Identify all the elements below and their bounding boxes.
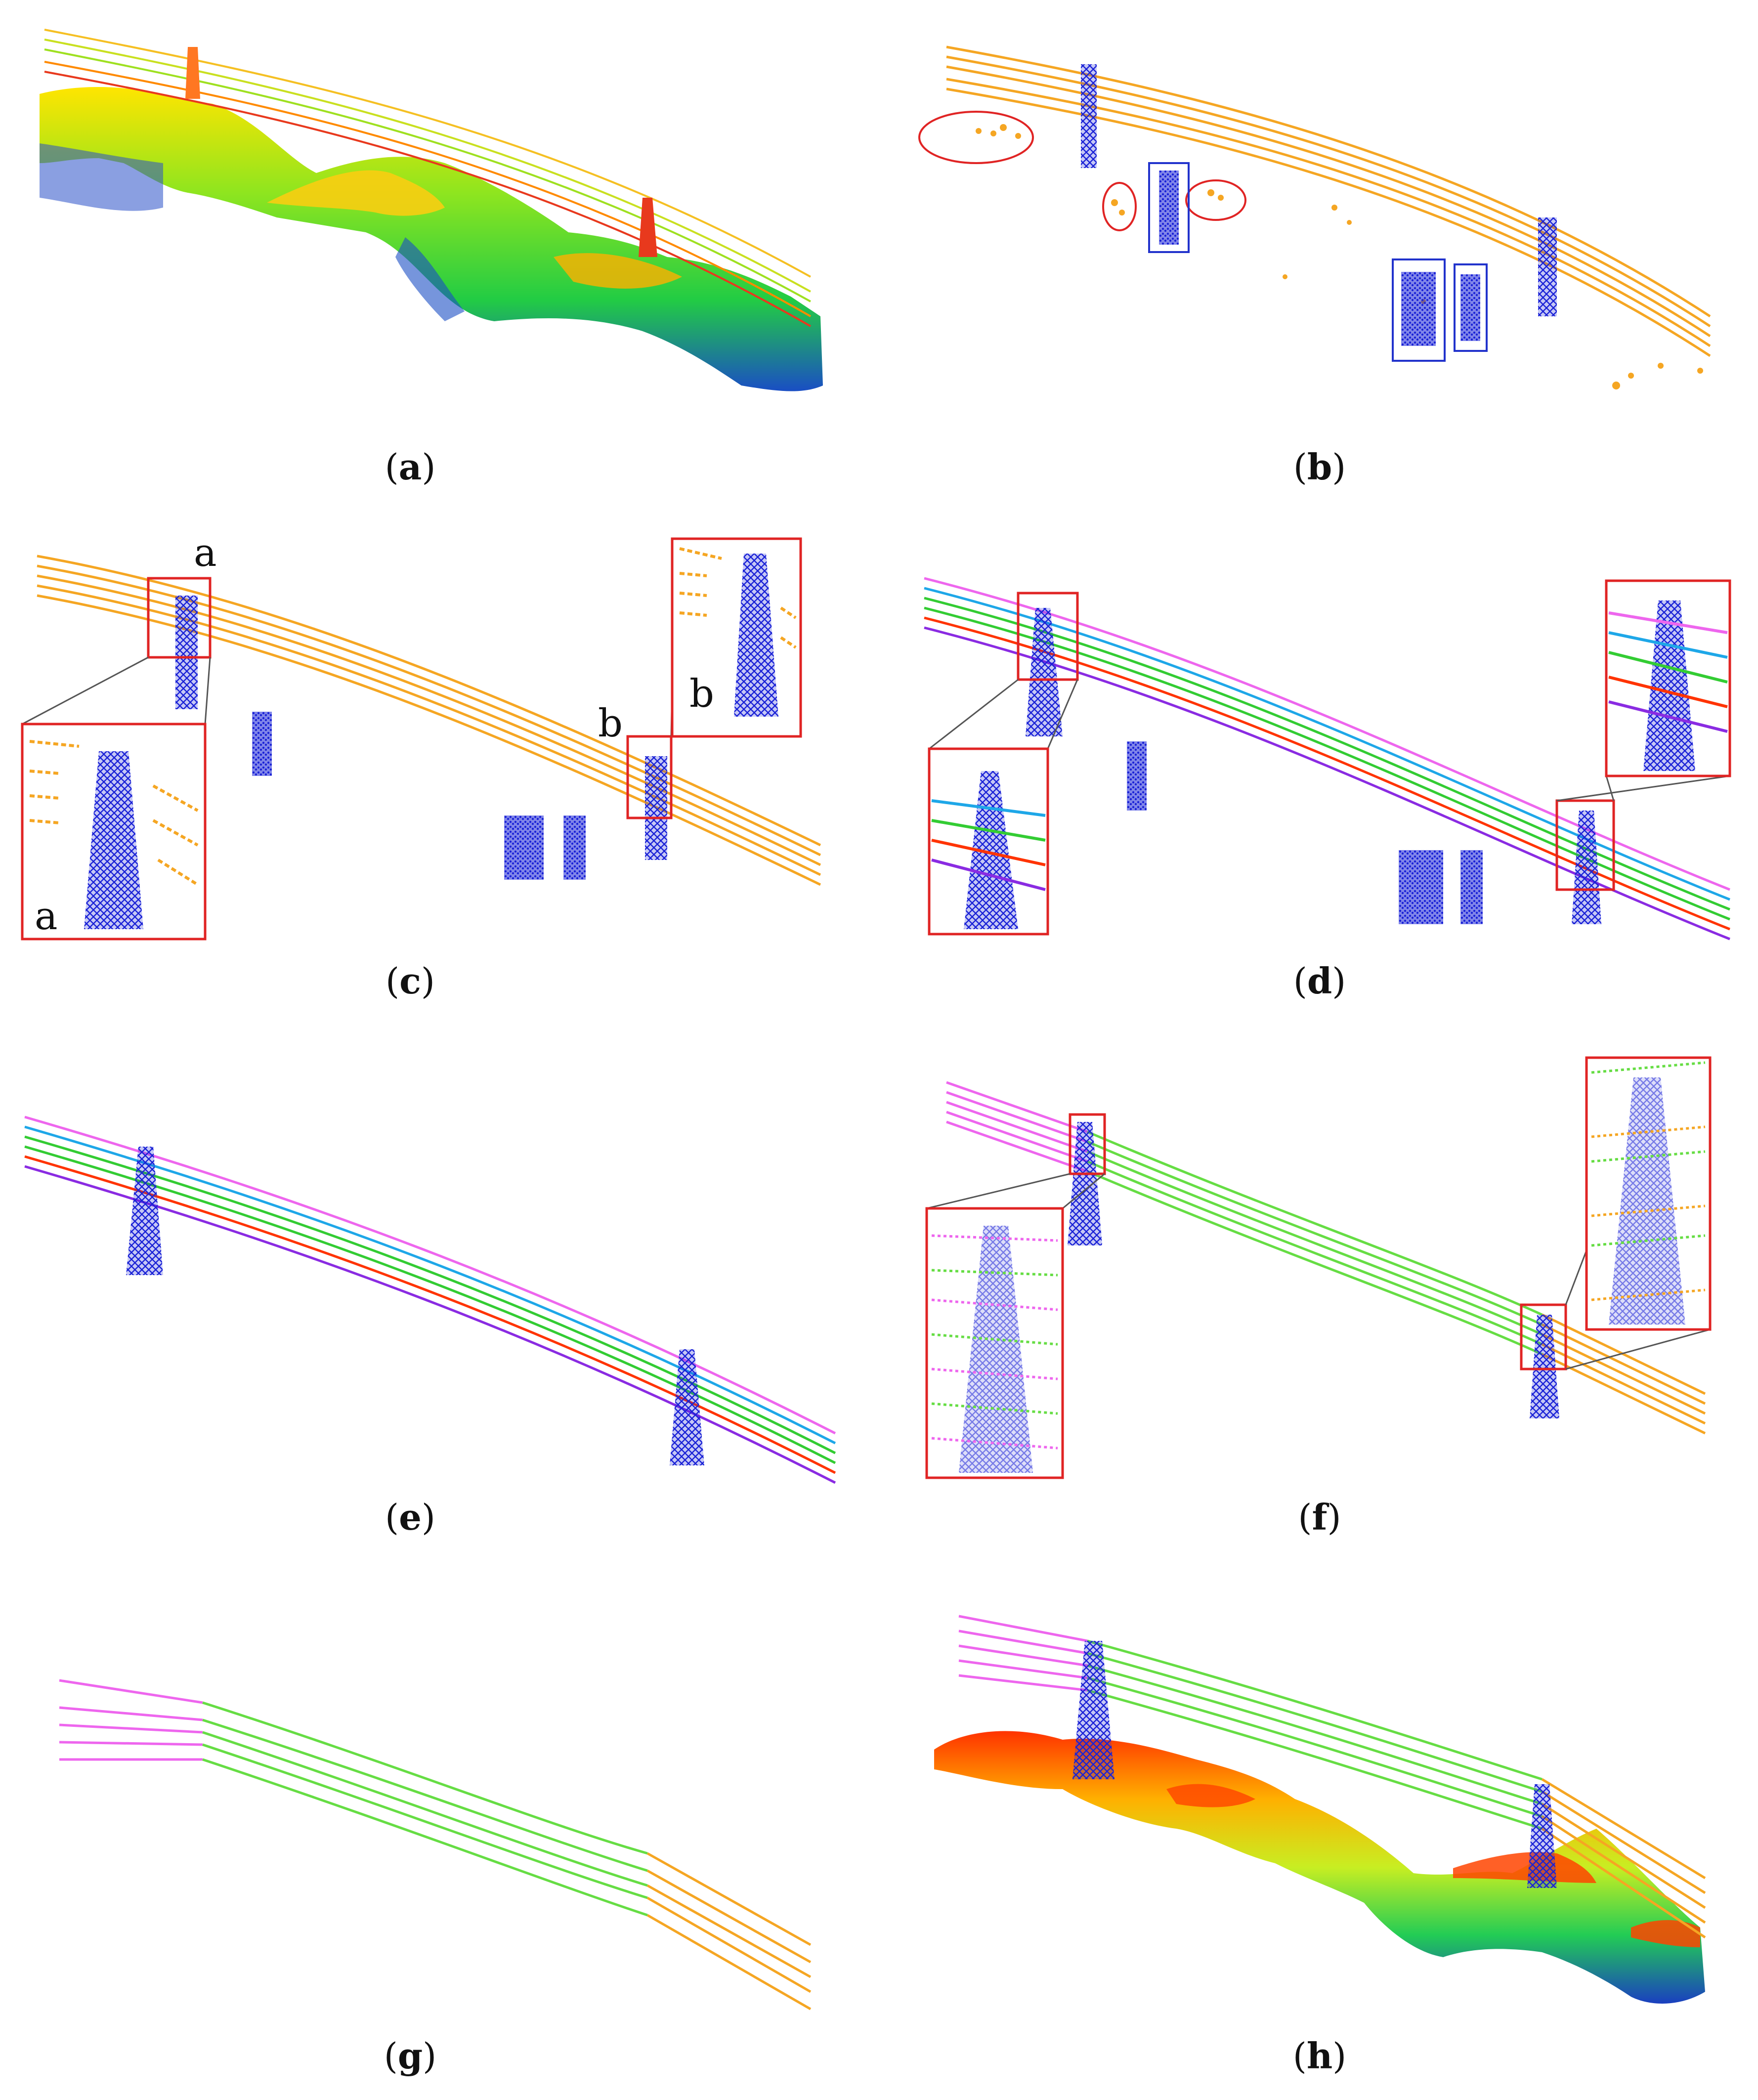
inset-label-a-top: a <box>194 531 217 575</box>
pylon <box>1026 608 1601 924</box>
caption-b: (b) <box>1293 446 1346 488</box>
panel-f: (f) <box>925 1056 1712 1538</box>
power-lines <box>44 29 811 327</box>
power-lines <box>924 577 1730 941</box>
non-powerline-objects <box>1159 171 1480 346</box>
pylon <box>1081 64 1557 316</box>
zoom-frame <box>1017 592 1615 891</box>
power-lines <box>37 555 821 886</box>
inset-label-b-outer: b <box>598 701 623 746</box>
inset-label-a-bottom: a <box>35 894 58 939</box>
pylon <box>1072 1641 1557 1888</box>
non-powerline-objects <box>1127 741 1483 924</box>
detected-object-box <box>1148 162 1488 362</box>
panel-h: (h) <box>934 1615 1706 2077</box>
zoom-leader-lines <box>926 1173 1711 1370</box>
terrain-point-cloud <box>934 1731 1705 2004</box>
zoom-inset: a <box>21 723 207 941</box>
pylon <box>126 1147 704 1465</box>
inset-label-b-inner: b <box>689 672 714 716</box>
zoom-inset <box>925 1207 1064 1479</box>
zoom-frame <box>1069 1113 1567 1371</box>
outlier-marker <box>918 111 1246 231</box>
panel-b: (b) <box>918 45 1711 488</box>
caption-f: (f) <box>1298 1496 1341 1538</box>
panel-g: (g) <box>59 1679 812 2077</box>
panel-e: (e) <box>24 1115 836 1538</box>
non-powerline-objects <box>252 712 586 880</box>
power-lines <box>958 1615 1706 1939</box>
pylon <box>1068 1122 1559 1418</box>
caption-e: (e) <box>385 1496 435 1538</box>
power-lines <box>59 1679 812 2011</box>
panel-a: (a) <box>40 29 823 488</box>
zoom-inset <box>928 747 1049 936</box>
pylon <box>185 47 657 257</box>
zoom-inset <box>1585 1056 1712 1331</box>
pylon <box>175 596 667 860</box>
terrain-point-cloud <box>40 87 823 391</box>
noise-points <box>976 124 1703 389</box>
zoom-leader-lines <box>929 679 1730 802</box>
power-lines <box>946 45 1711 357</box>
zoom-inset: b <box>671 537 802 738</box>
caption-g: (g) <box>384 2035 437 2077</box>
power-lines <box>946 1081 1706 1435</box>
panel-c: a a b b (c) <box>21 531 821 1002</box>
zoom-frame <box>147 577 673 819</box>
caption-a: (a) <box>385 446 436 488</box>
zoom-inset <box>1605 579 1731 777</box>
caption-h: (h) <box>1293 2035 1347 2077</box>
panel-d: (d) <box>924 577 1731 1002</box>
caption-c: (c) <box>386 960 435 1002</box>
caption-d: (d) <box>1293 960 1346 1002</box>
